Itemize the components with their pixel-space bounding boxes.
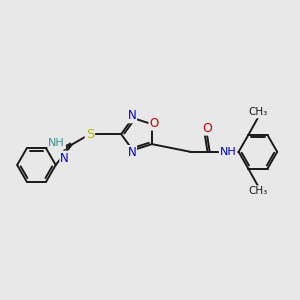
Text: O: O xyxy=(149,117,159,130)
Text: N: N xyxy=(128,146,136,159)
Text: N: N xyxy=(60,152,69,165)
Text: NH: NH xyxy=(220,147,236,157)
Text: NH: NH xyxy=(48,138,65,148)
Text: CH₃: CH₃ xyxy=(248,186,268,196)
Text: S: S xyxy=(86,128,94,141)
Text: N: N xyxy=(128,109,136,122)
Text: O: O xyxy=(202,122,212,135)
Text: CH₃: CH₃ xyxy=(248,107,268,117)
